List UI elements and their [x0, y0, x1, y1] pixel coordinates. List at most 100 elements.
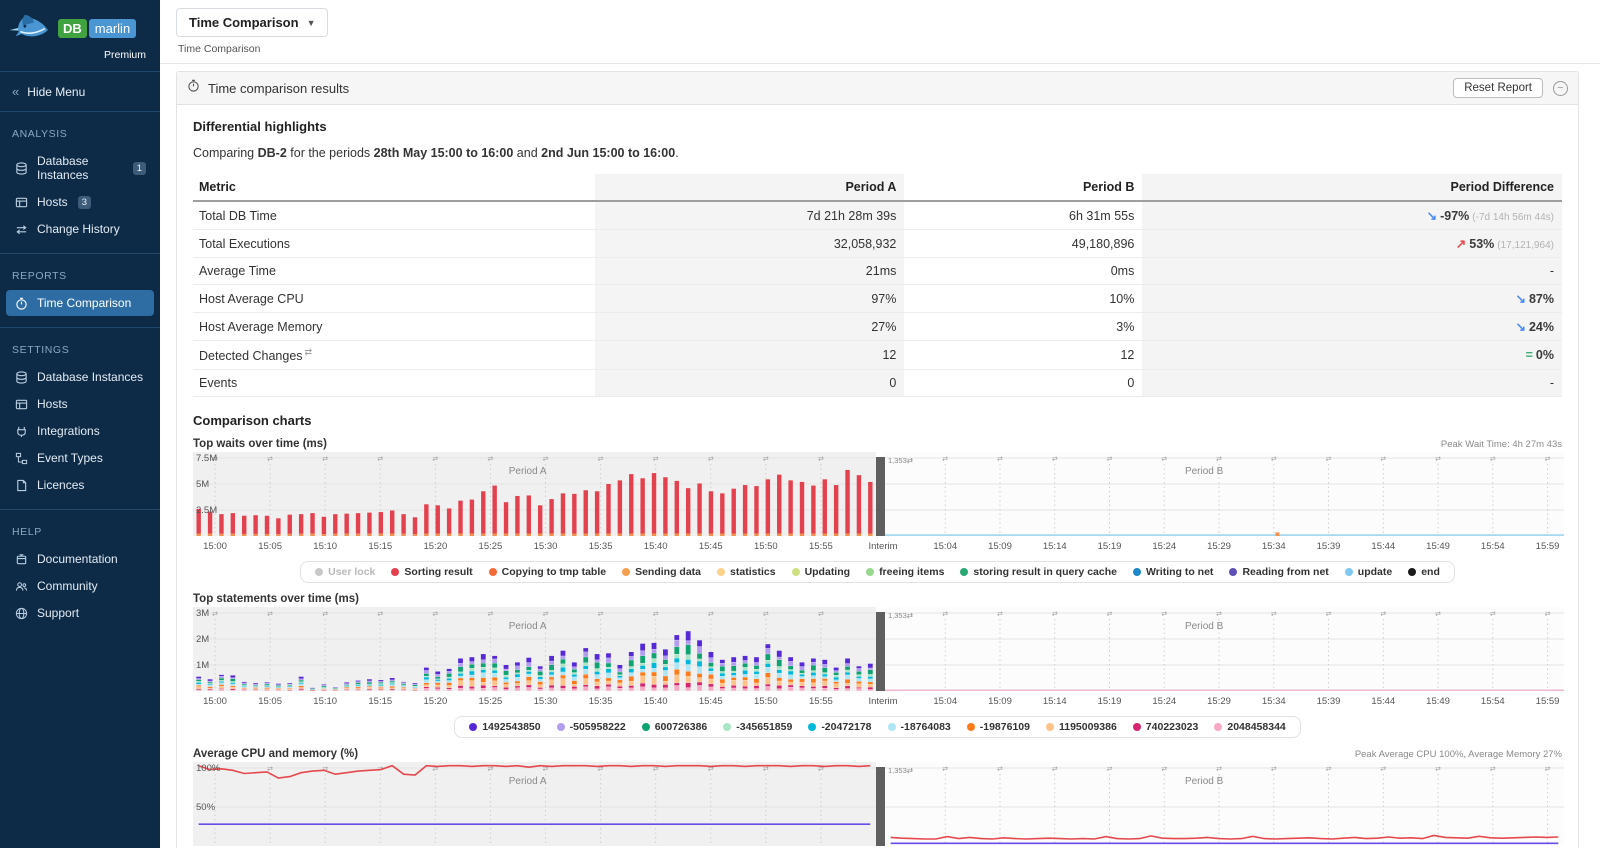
sidebar-item-label: Documentation [37, 552, 118, 566]
sidebar-item-time-comparison[interactable]: Time Comparison [6, 290, 154, 316]
sidebar-item-hosts[interactable]: Hosts3 [6, 189, 154, 215]
period-b-cell: 6h 31m 55s [904, 201, 1142, 230]
legend-item-freeing-items[interactable]: freeing items [866, 566, 944, 578]
svg-text:⇄: ⇄ [1052, 611, 1058, 618]
legend-item-statistics[interactable]: statistics [717, 566, 776, 578]
comparing-segment: 28th May 15:00 to 16:00 [374, 146, 514, 160]
logo-premium: Premium [8, 49, 152, 61]
legend-item-600726386[interactable]: 600726386 [642, 721, 708, 733]
legend-item-reading-from-net[interactable]: Reading from net [1229, 566, 1328, 578]
sidebar-item-database-instances[interactable]: Database Instances1 [6, 148, 154, 188]
svg-text:⇄: ⇄ [1490, 456, 1496, 463]
legend-label: Reading from net [1242, 566, 1328, 578]
legend-item--18764083[interactable]: -18764083 [888, 721, 951, 733]
legend-swatch [717, 568, 725, 576]
legend-item-sorting-result[interactable]: Sorting result [391, 566, 472, 578]
sidebar-item-change-history[interactable]: Change History [6, 216, 154, 242]
legend-item-1195009386[interactable]: 1195009386 [1046, 721, 1117, 733]
svg-text:⇄: ⇄ [1161, 766, 1167, 773]
sidebar-item-support[interactable]: Support [6, 600, 154, 626]
chart-canvas[interactable]: ⇄15:00⇄15:05⇄15:10⇄15:15⇄15:20⇄15:25⇄15:… [193, 452, 1564, 552]
diff-value: 0% [1536, 348, 1554, 362]
sidebar-item-integrations[interactable]: Integrations [6, 418, 154, 444]
legend-item-2048458344[interactable]: 2048458344 [1214, 721, 1285, 733]
database-icon [14, 371, 29, 384]
panel-body: Differential highlights Comparing DB-2 f… [177, 105, 1578, 848]
reset-report-button[interactable]: Reset Report [1453, 78, 1543, 98]
svg-text:15:19: 15:19 [1098, 541, 1122, 552]
legend-item--19876109[interactable]: -19876109 [967, 721, 1030, 733]
svg-text:15:10: 15:10 [313, 696, 337, 707]
legend-label: Sending data [635, 566, 701, 578]
legend-item-end[interactable]: end [1408, 566, 1440, 578]
legend-item-sending-data[interactable]: Sending data [622, 566, 701, 578]
metric-cell: Total Executions [193, 230, 595, 258]
sidebar-item-community[interactable]: Community [6, 573, 154, 599]
legend-item--505958222[interactable]: -505958222 [557, 721, 626, 733]
svg-text:⇄: ⇄ [1326, 456, 1332, 463]
svg-text:1M: 1M [196, 660, 209, 671]
logo-db: DB [58, 19, 87, 38]
chevron-down-icon: ▼ [307, 18, 316, 28]
report-type-select[interactable]: Time Comparison ▼ [176, 8, 328, 37]
legend-item-1492543850[interactable]: 1492543850 [469, 721, 540, 733]
trend-down-icon: ↘ [1427, 209, 1437, 223]
svg-text:⇄: ⇄ [1545, 611, 1551, 618]
svg-text:100%: 100% [196, 763, 221, 774]
legend-item--345651859[interactable]: -345651859 [723, 721, 792, 733]
svg-text:50%: 50% [196, 802, 216, 813]
svg-text:15:04: 15:04 [933, 541, 957, 552]
sidebar-item-label: Licences [37, 478, 84, 492]
trend-down-icon: ↘ [1515, 320, 1525, 334]
charts-container: Top waits over time (ms)Peak Wait Time: … [193, 438, 1562, 848]
legend-label: -18764083 [901, 721, 951, 733]
table-row: Total DB Time7d 21h 28m 39s6h 31m 55s↘-9… [193, 201, 1562, 230]
svg-text:Period B: Period B [1185, 621, 1224, 632]
chart-canvas[interactable]: ⇄15:00⇄15:05⇄15:10⇄15:15⇄15:20⇄15:25⇄15:… [193, 607, 1564, 707]
chart-plot-area: ⇄15:00⇄15:05⇄15:10⇄15:15⇄15:20⇄15:25⇄15:… [193, 762, 1562, 848]
sidebar-item-hosts[interactable]: Hosts [6, 391, 154, 417]
change-icon: ⇄ [305, 347, 313, 357]
svg-text:Period B: Period B [1185, 466, 1224, 477]
stopwatch-icon [14, 297, 29, 310]
legend-item-update[interactable]: update [1345, 566, 1392, 578]
svg-text:⇄: ⇄ [1545, 456, 1551, 463]
sidebar-nav: ANALYSISDatabase Instances1Hosts3Change … [0, 112, 160, 637]
sidebar-item-documentation[interactable]: Documentation [6, 546, 154, 572]
chart-canvas[interactable]: ⇄15:00⇄15:05⇄15:10⇄15:15⇄15:20⇄15:25⇄15:… [193, 762, 1564, 848]
legend-item-storing-result-in-query-cache[interactable]: storing result in query cache [960, 566, 1117, 578]
svg-text:15:14: 15:14 [1043, 696, 1067, 707]
svg-text:⇄: ⇄ [1326, 766, 1332, 773]
svg-text:15:09: 15:09 [988, 541, 1012, 552]
sidebar-item-database-instances[interactable]: Database Instances [6, 364, 154, 390]
svg-text:⇄: ⇄ [487, 456, 493, 463]
legend-item-updating[interactable]: Updating [792, 566, 851, 578]
legend-item-writing-to-net[interactable]: Writing to net [1133, 566, 1213, 578]
sidebar-item-label: Hosts [37, 397, 68, 411]
hide-menu-label: Hide Menu [27, 85, 85, 99]
chart-plot-area: ⇄15:00⇄15:05⇄15:10⇄15:15⇄15:20⇄15:25⇄15:… [193, 452, 1562, 557]
svg-text:⇄: ⇄ [1380, 766, 1386, 773]
sidebar-item-event-types[interactable]: Event Types [6, 445, 154, 471]
change-icon [14, 223, 29, 236]
svg-text:⇄: ⇄ [1435, 766, 1441, 773]
sidebar-item-licences[interactable]: Licences [6, 472, 154, 498]
hide-menu-button[interactable]: « Hide Menu [0, 72, 160, 112]
section-title: HELP [12, 526, 148, 538]
legend-item-user-lock[interactable]: User lock [315, 566, 375, 578]
comparing-segment: for the periods [287, 146, 374, 160]
period-a-cell: 97% [595, 285, 904, 313]
legend-item--20472178[interactable]: -20472178 [808, 721, 871, 733]
panel-header: Time comparison results Reset Report − [177, 72, 1578, 105]
plug-icon [14, 425, 29, 438]
svg-text:15:40: 15:40 [644, 696, 668, 707]
svg-text:Period A: Period A [509, 621, 547, 632]
svg-text:⇄: ⇄ [322, 611, 328, 618]
legend-label: -345651859 [736, 721, 792, 733]
legend-item-740223023[interactable]: 740223023 [1133, 721, 1199, 733]
legend-item-copying-to-tmp-table[interactable]: Copying to tmp table [489, 566, 606, 578]
collapse-panel-icon[interactable]: − [1553, 81, 1568, 96]
metric-cell: Detected Changes⇄ [193, 341, 595, 370]
legend-label: 740223023 [1146, 721, 1199, 733]
svg-text:Period B: Period B [1185, 776, 1224, 787]
